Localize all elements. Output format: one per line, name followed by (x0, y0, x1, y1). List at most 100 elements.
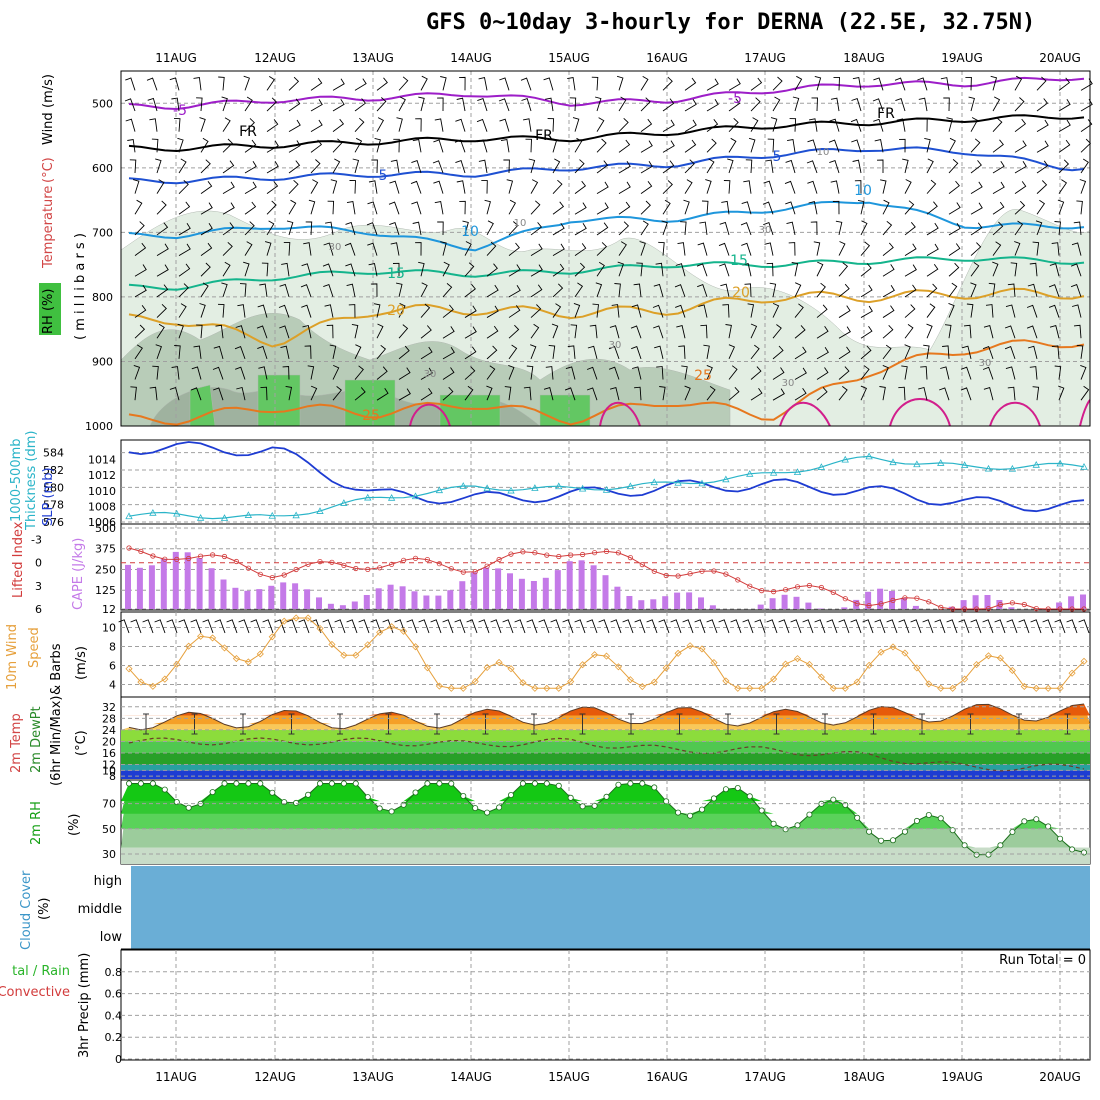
rh2m-marker-72 (985, 851, 992, 858)
wind-barb-398 (178, 263, 191, 277)
wind-barb-287 (640, 200, 651, 215)
wind-barb-185 (332, 158, 341, 174)
wind-barb-590 (530, 344, 537, 360)
wind-barb-587 (464, 346, 477, 360)
wind-barb-513 (772, 302, 780, 318)
wind-barb-375 (639, 241, 646, 256)
wind-barb-495 (373, 303, 381, 318)
wind10-barb-72 (982, 619, 994, 634)
wind-barb-176 (129, 159, 137, 174)
temp-tick-4: 16 (102, 747, 116, 760)
wind-barb-116 (750, 117, 759, 132)
slp-tick-4: 1006 (88, 516, 116, 529)
wind-barb-552 (653, 325, 664, 339)
rh2m-marker-73 (997, 842, 1004, 849)
wind-barb-54 (354, 98, 367, 112)
contour-label-4: -5 (728, 91, 742, 107)
li-marker-41 (615, 550, 622, 556)
li-marker-72 (985, 606, 992, 612)
wind-barb-110 (618, 117, 629, 132)
wind-barb-474 (882, 285, 895, 298)
wind-barb-619 (191, 366, 202, 380)
wind-barb-200 (662, 160, 675, 174)
wind-barb-132 (127, 138, 136, 153)
wind-barb-372 (574, 243, 587, 256)
wind-barb-32 (833, 76, 840, 91)
wind-barb-629 (420, 367, 433, 380)
wind-barb-188 (390, 159, 400, 174)
dew-band-1 (121, 764, 1090, 771)
rh2m-marker-44 (651, 784, 658, 791)
wind10-marker-32 (507, 665, 515, 673)
wind-barb-606 (882, 344, 892, 360)
wind-barb-119 (809, 118, 818, 132)
wind10-barb-27 (442, 619, 454, 634)
wind-barb-502 (530, 304, 542, 318)
wind10-marker-56 (793, 655, 802, 663)
wind-barb-225 (244, 181, 257, 195)
wind-barb-94 (266, 119, 279, 133)
wind10-marker-14 (292, 614, 300, 622)
wind-barb-392 (1014, 241, 1021, 256)
rh2m-marker-42 (627, 780, 634, 787)
wind-barb-696 (918, 386, 928, 401)
magenta-contour-3 (889, 398, 951, 427)
wind-barb-592 (567, 345, 576, 359)
rh2m-marker-78 (1057, 835, 1064, 842)
thickness-marker-50 (722, 475, 730, 483)
wind-barb-275 (367, 201, 378, 215)
cape-bar-74 (1008, 607, 1015, 609)
cape-bar-70 (960, 600, 967, 609)
rh2m-marker-43 (639, 780, 646, 787)
date-bottom-0: 11AUG (155, 1070, 197, 1084)
wind-barb-59 (456, 97, 466, 112)
wind10-marker-80 (1080, 657, 1088, 665)
contour-label-15: 25 (362, 408, 380, 424)
rh2m-marker-3 (161, 786, 168, 793)
wind-barb-370 (530, 243, 543, 256)
cape-bar-28 (459, 581, 466, 609)
wind-barb-173 (1036, 140, 1049, 153)
li-marker-38 (579, 551, 586, 558)
wind-barb-621 (235, 366, 246, 380)
wind10-marker-59 (829, 684, 837, 692)
wind10-barb-45 (658, 619, 670, 634)
temp-axis-label: Temperature (41, 186, 56, 269)
cape-bar-8 (220, 579, 227, 609)
wind-barb-455 (464, 284, 476, 298)
wind10-barb-38 (574, 619, 586, 634)
wind-barb-18 (520, 77, 532, 91)
temp-axis-unit: (°C) (41, 157, 56, 183)
thickness-marker-30 (483, 484, 491, 492)
wind-barb-604 (838, 346, 851, 360)
rh2m-marker-32 (507, 792, 514, 799)
wind-barb-482 (1048, 284, 1060, 298)
wind-barb-315 (286, 220, 294, 236)
wind-barb-452 (396, 282, 403, 298)
rh2m-marker-34 (531, 780, 538, 787)
wind-barb-564 (926, 323, 933, 339)
wind-barb-122 (873, 118, 884, 132)
wind10-barb-78 (1054, 619, 1066, 634)
wind-barb-411 (464, 262, 475, 277)
wind-barb-334 (699, 221, 708, 236)
cape-bar-46 (674, 592, 681, 609)
wind-barb-429 (860, 263, 872, 277)
rh2m-marker-47 (687, 812, 694, 819)
wind-barb-63 (545, 97, 554, 112)
rh2m-marker-67 (925, 812, 932, 819)
wind-barb-541 (420, 325, 432, 339)
thickness-marker-28 (459, 482, 467, 489)
wind-barb-593 (587, 345, 598, 359)
rh2m-marker-57 (806, 811, 813, 818)
wind10-marker-24 (411, 643, 420, 651)
wind-barb-568 (1004, 325, 1016, 339)
wind-barb-332 (661, 220, 668, 236)
rh2m-marker-36 (555, 782, 562, 789)
wind-barb-346 (970, 222, 983, 236)
wind10-marker-36 (555, 684, 563, 692)
rh2m-marker-35 (543, 780, 550, 787)
contour-label-3: FR (877, 106, 895, 122)
wind-barb-584 (398, 345, 410, 360)
wind10-marker-33 (519, 679, 527, 687)
